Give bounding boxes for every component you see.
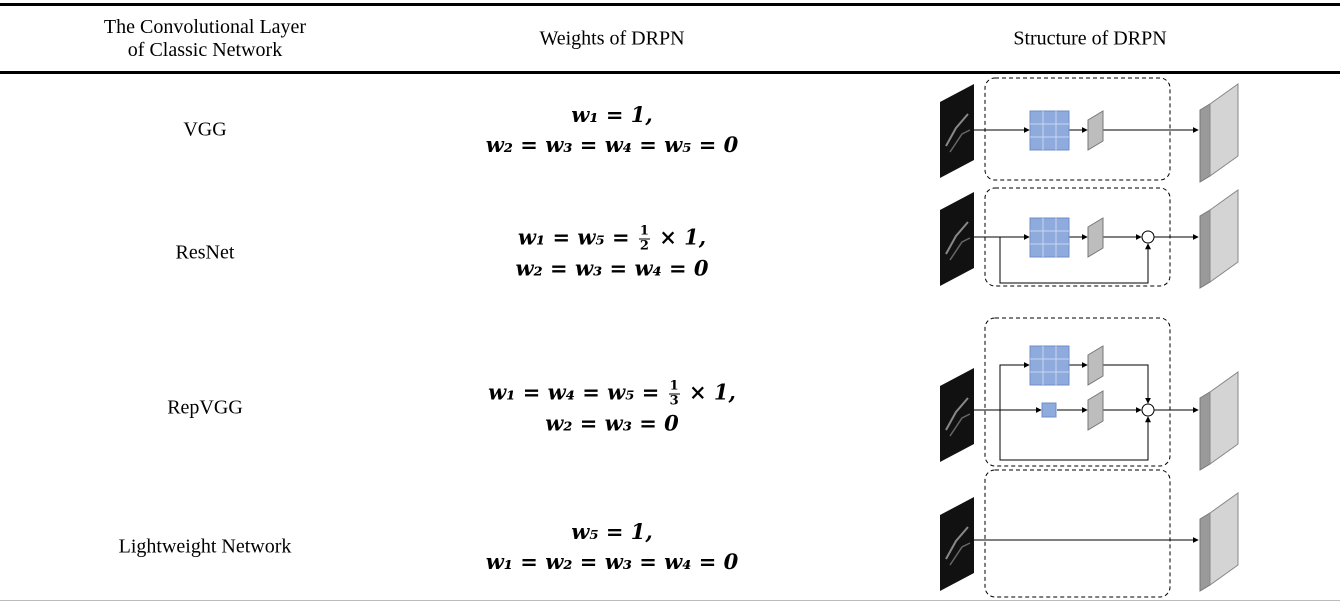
structure-diagrams [0,0,1340,603]
page: The Convolutional Layer of Classic Netwo… [0,0,1340,603]
diagram-lines [974,78,1198,597]
